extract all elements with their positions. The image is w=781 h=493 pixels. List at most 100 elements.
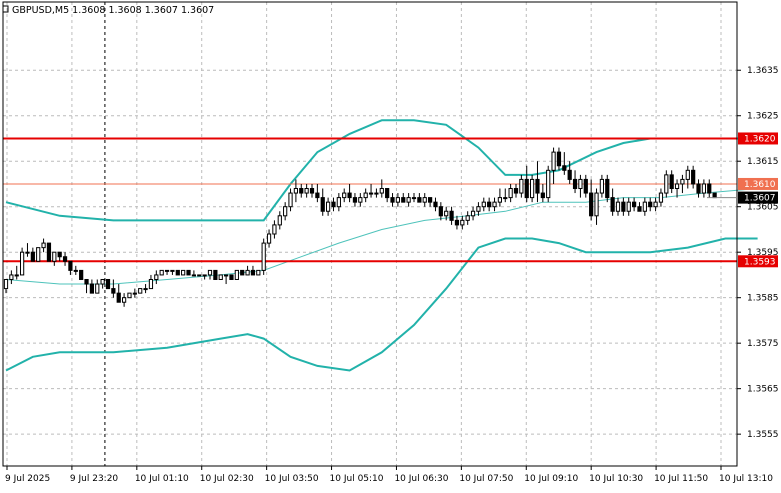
candlesticks: [3, 147, 717, 307]
y-tick-label: 1.3635: [747, 66, 779, 76]
candle: [599, 174, 605, 198]
candle: [197, 274, 202, 277]
candle: [299, 183, 304, 198]
candle: [84, 278, 89, 294]
candle: [664, 170, 669, 198]
candle-body: [556, 151, 562, 167]
candle: [105, 278, 111, 290]
candle: [685, 165, 690, 189]
x-tick-label: 10 Jul 01:10: [135, 474, 189, 484]
candle: [202, 274, 207, 280]
candle-body: [422, 197, 427, 203]
x-tick-label: 9 Jul 2025: [5, 474, 50, 484]
x-tick-label: 10 Jul 09:10: [524, 474, 578, 484]
candle-body: [181, 269, 186, 276]
candle: [57, 251, 62, 262]
candle: [127, 292, 132, 299]
candle: [707, 179, 712, 198]
candle: [626, 197, 631, 216]
candle-body: [658, 192, 664, 203]
candle: [546, 165, 551, 203]
candle: [481, 197, 486, 212]
bollinger-bands: [5, 119, 758, 372]
candle-body: [578, 178, 583, 190]
candle: [385, 188, 390, 203]
x-tick-label: 10 Jul 13:10: [719, 474, 773, 484]
candle-body: [352, 197, 358, 203]
candle: [100, 278, 105, 289]
candle: [218, 274, 223, 280]
candle-body: [250, 269, 256, 276]
y-tick-label: 1.3595: [747, 248, 779, 258]
y-tick-label: 1.3565: [747, 385, 779, 395]
candle: [433, 197, 438, 212]
candle: [111, 279, 116, 298]
candle: [615, 197, 621, 216]
candle: [444, 206, 449, 221]
x-tick-label: 10 Jul 11:50: [654, 474, 708, 484]
candle: [578, 174, 583, 198]
candle: [438, 202, 443, 221]
candle-body: [631, 201, 637, 208]
candle: [181, 269, 186, 276]
candle-body: [304, 188, 309, 194]
x-tick-label: 9 Jul 23:20: [70, 474, 119, 484]
candle-body: [315, 192, 320, 199]
candle-body: [567, 169, 572, 180]
candle-body: [696, 183, 701, 194]
candle-body: [411, 197, 417, 200]
candle: [379, 179, 384, 198]
candle: [465, 211, 470, 225]
candle-body: [492, 201, 497, 208]
candle-body: [218, 274, 223, 280]
candle-body: [664, 174, 669, 194]
candle: [417, 193, 422, 203]
candle-body: [234, 269, 239, 280]
candle-body: [240, 269, 245, 276]
candle-body: [229, 274, 234, 280]
candle-body: [197, 274, 202, 277]
candle-body: [406, 197, 411, 203]
candle: [422, 193, 427, 207]
candle-body: [143, 288, 148, 291]
x-tick-label: 10 Jul 05:10: [330, 474, 384, 484]
candle-body: [669, 174, 674, 190]
candle: [476, 202, 481, 216]
candle-body: [642, 201, 647, 212]
candle: [95, 279, 100, 294]
candle-body: [589, 192, 594, 217]
candle-body: [202, 274, 207, 277]
candle: [261, 238, 266, 275]
candle: [148, 274, 154, 290]
candle: [551, 147, 556, 184]
candle: [406, 193, 411, 207]
y-tick-label: 1.3585: [747, 294, 779, 304]
candle: [89, 279, 95, 294]
candle: [631, 197, 637, 212]
candle: [540, 183, 545, 203]
candle-body: [89, 283, 95, 294]
x-tick-label: 10 Jul 10:30: [589, 474, 643, 484]
candle: [283, 202, 288, 221]
candle-body: [460, 219, 465, 226]
candle: [25, 243, 30, 257]
y-tick-label: 1.3605: [747, 203, 779, 213]
candle: [567, 161, 572, 184]
candle-body: [712, 192, 717, 199]
candle-body: [465, 215, 470, 221]
candle-body: [320, 197, 325, 212]
y-tick-label: 1.3575: [747, 339, 779, 349]
candle: [46, 242, 52, 262]
candle: [121, 293, 127, 307]
axes: 1.3635 1.3625 1.3615 1.3605 1.3595 1.3585 1.35…: [2, 1, 779, 484]
candle-body: [599, 178, 605, 194]
candle-body: [9, 274, 14, 280]
candle: [368, 183, 374, 198]
candle: [234, 269, 239, 280]
candle: [229, 274, 234, 280]
candle: [256, 269, 261, 276]
candle: [41, 238, 46, 253]
candle: [288, 188, 293, 212]
candle: [487, 197, 492, 212]
